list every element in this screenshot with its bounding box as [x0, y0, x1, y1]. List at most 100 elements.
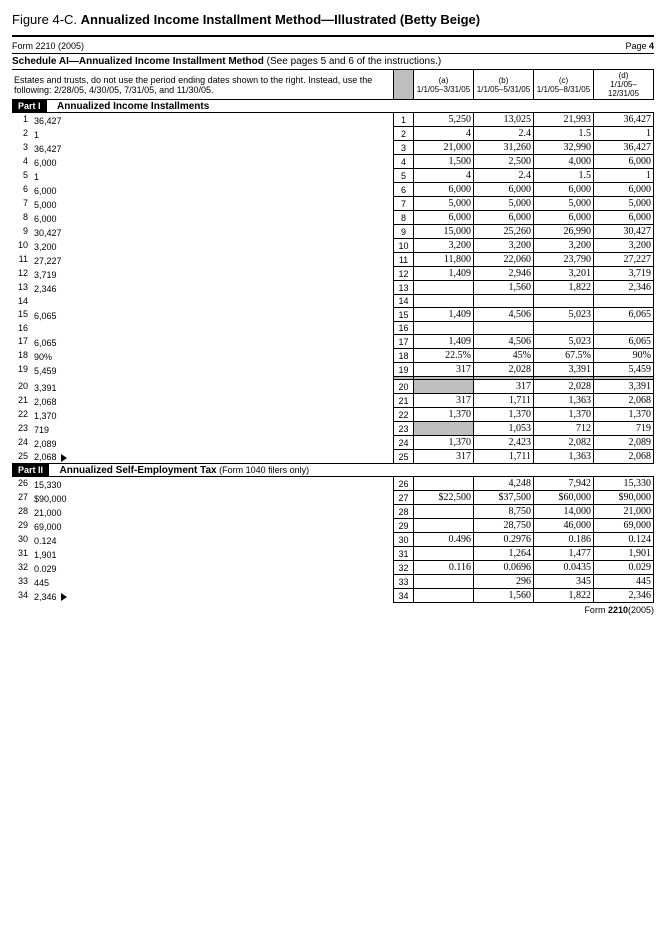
line-number: 21	[394, 394, 414, 408]
line-number: 16	[394, 322, 414, 335]
row-desc: 2,089	[32, 436, 394, 450]
cell: 5,000	[594, 197, 654, 211]
line-number: 33	[394, 575, 414, 589]
cell: 1,370	[474, 408, 534, 422]
row-number: 19	[12, 363, 32, 377]
row-desc: 36,427	[32, 141, 394, 155]
cell	[414, 422, 474, 436]
cell: 296	[474, 575, 534, 589]
cell	[414, 575, 474, 589]
table-row: 132,346 131,5601,8222,346	[12, 281, 654, 295]
cell: 445	[594, 575, 654, 589]
figure-title: Figure 4-C. Annualized Income Installmen…	[12, 12, 654, 27]
row-desc: 1,370	[32, 408, 394, 422]
row-desc: 719	[32, 422, 394, 436]
row-desc: 5,459	[32, 363, 394, 377]
cell	[594, 295, 654, 308]
schedule-header: Schedule AI—Annualized Income Installmen…	[12, 54, 654, 70]
line-number: 28	[394, 505, 414, 519]
cell: 4,000	[534, 155, 594, 169]
line-number: 14	[394, 295, 414, 308]
cell: 4	[414, 169, 474, 183]
line-number: 32	[394, 561, 414, 575]
cell: 5,023	[534, 308, 594, 322]
cell	[474, 322, 534, 335]
cell: 6,000	[474, 183, 534, 197]
row-number: 4	[12, 155, 32, 169]
cell: 8,750	[474, 505, 534, 519]
row-number: 14	[12, 295, 32, 308]
table-row: 336,427 321,00031,26032,99036,427	[12, 141, 654, 155]
cell: 7,942	[534, 477, 594, 491]
cell: 2,068	[594, 394, 654, 408]
cell: 6,000	[414, 183, 474, 197]
row-number: 1	[12, 113, 32, 127]
cell: 6,000	[594, 183, 654, 197]
cell: 1,711	[474, 450, 534, 464]
figure-label: Figure 4-C.	[12, 12, 77, 27]
cell: 1,370	[414, 436, 474, 450]
cell: $37,500	[474, 491, 534, 505]
cell: 6,000	[594, 155, 654, 169]
table-row: 14 14	[12, 295, 654, 308]
line-number: 34	[394, 589, 414, 603]
cell: 90%	[594, 349, 654, 363]
table-row: 1890% 1822.5%45%67.5%90%	[12, 349, 654, 363]
cell: 21,000	[414, 141, 474, 155]
note-cell: Estates and trusts, do not use the perio…	[12, 70, 394, 100]
cell: 1,370	[534, 408, 594, 422]
row-desc: 6,000	[32, 211, 394, 225]
row-number: 6	[12, 183, 32, 197]
row-number: 26	[12, 477, 32, 491]
cell: 6,065	[594, 335, 654, 349]
cell	[594, 322, 654, 335]
cell: 28,750	[474, 519, 534, 533]
line-number: 11	[394, 253, 414, 267]
line-number: 27	[394, 491, 414, 505]
cell: 1	[594, 127, 654, 141]
cell: 5,000	[534, 197, 594, 211]
line-number: 24	[394, 436, 414, 450]
row-desc: 6,000	[32, 183, 394, 197]
cell: 1,370	[594, 408, 654, 422]
row-desc: 2,346	[32, 589, 394, 603]
row-number: 17	[12, 335, 32, 349]
cell	[474, 295, 534, 308]
row-desc: $90,000	[32, 491, 394, 505]
row-number: 20	[12, 380, 32, 394]
cell	[414, 477, 474, 491]
table-row: 66,000 66,0006,0006,0006,000	[12, 183, 654, 197]
cell: 25,260	[474, 225, 534, 239]
cell: 36,427	[594, 141, 654, 155]
footer: Form 2210 (2005)	[12, 603, 654, 615]
part2-bar: Part II	[12, 464, 49, 476]
table-row: 27$90,000 27$22,500$37,500$60,000$90,000	[12, 491, 654, 505]
cell: 45%	[474, 349, 534, 363]
cell: 1.5	[534, 127, 594, 141]
line-number: 25	[394, 450, 414, 464]
cell: 0.2976	[474, 533, 534, 547]
header-row: Estates and trusts, do not use the perio…	[12, 70, 654, 100]
row-desc: 5,000	[32, 197, 394, 211]
cell: 0.0696	[474, 561, 534, 575]
row-desc: 445	[32, 575, 394, 589]
cell: 30,427	[594, 225, 654, 239]
cell: 5,250	[414, 113, 474, 127]
cell: 2,423	[474, 436, 534, 450]
row-desc: 6,000	[32, 155, 394, 169]
cell: 1,560	[474, 281, 534, 295]
line-number: 23	[394, 422, 414, 436]
row-desc: 0.029	[32, 561, 394, 575]
cell: 2,028	[534, 380, 594, 394]
cell: 5,000	[474, 197, 534, 211]
row-number: 9	[12, 225, 32, 239]
cell: 1,264	[474, 547, 534, 561]
cell: 3,201	[534, 267, 594, 281]
line-number: 15	[394, 308, 414, 322]
row-number: 29	[12, 519, 32, 533]
row-desc: 30,427	[32, 225, 394, 239]
cell: 1,477	[534, 547, 594, 561]
cell: 6,000	[414, 211, 474, 225]
line-number: 2	[394, 127, 414, 141]
cell: 3,200	[474, 239, 534, 253]
